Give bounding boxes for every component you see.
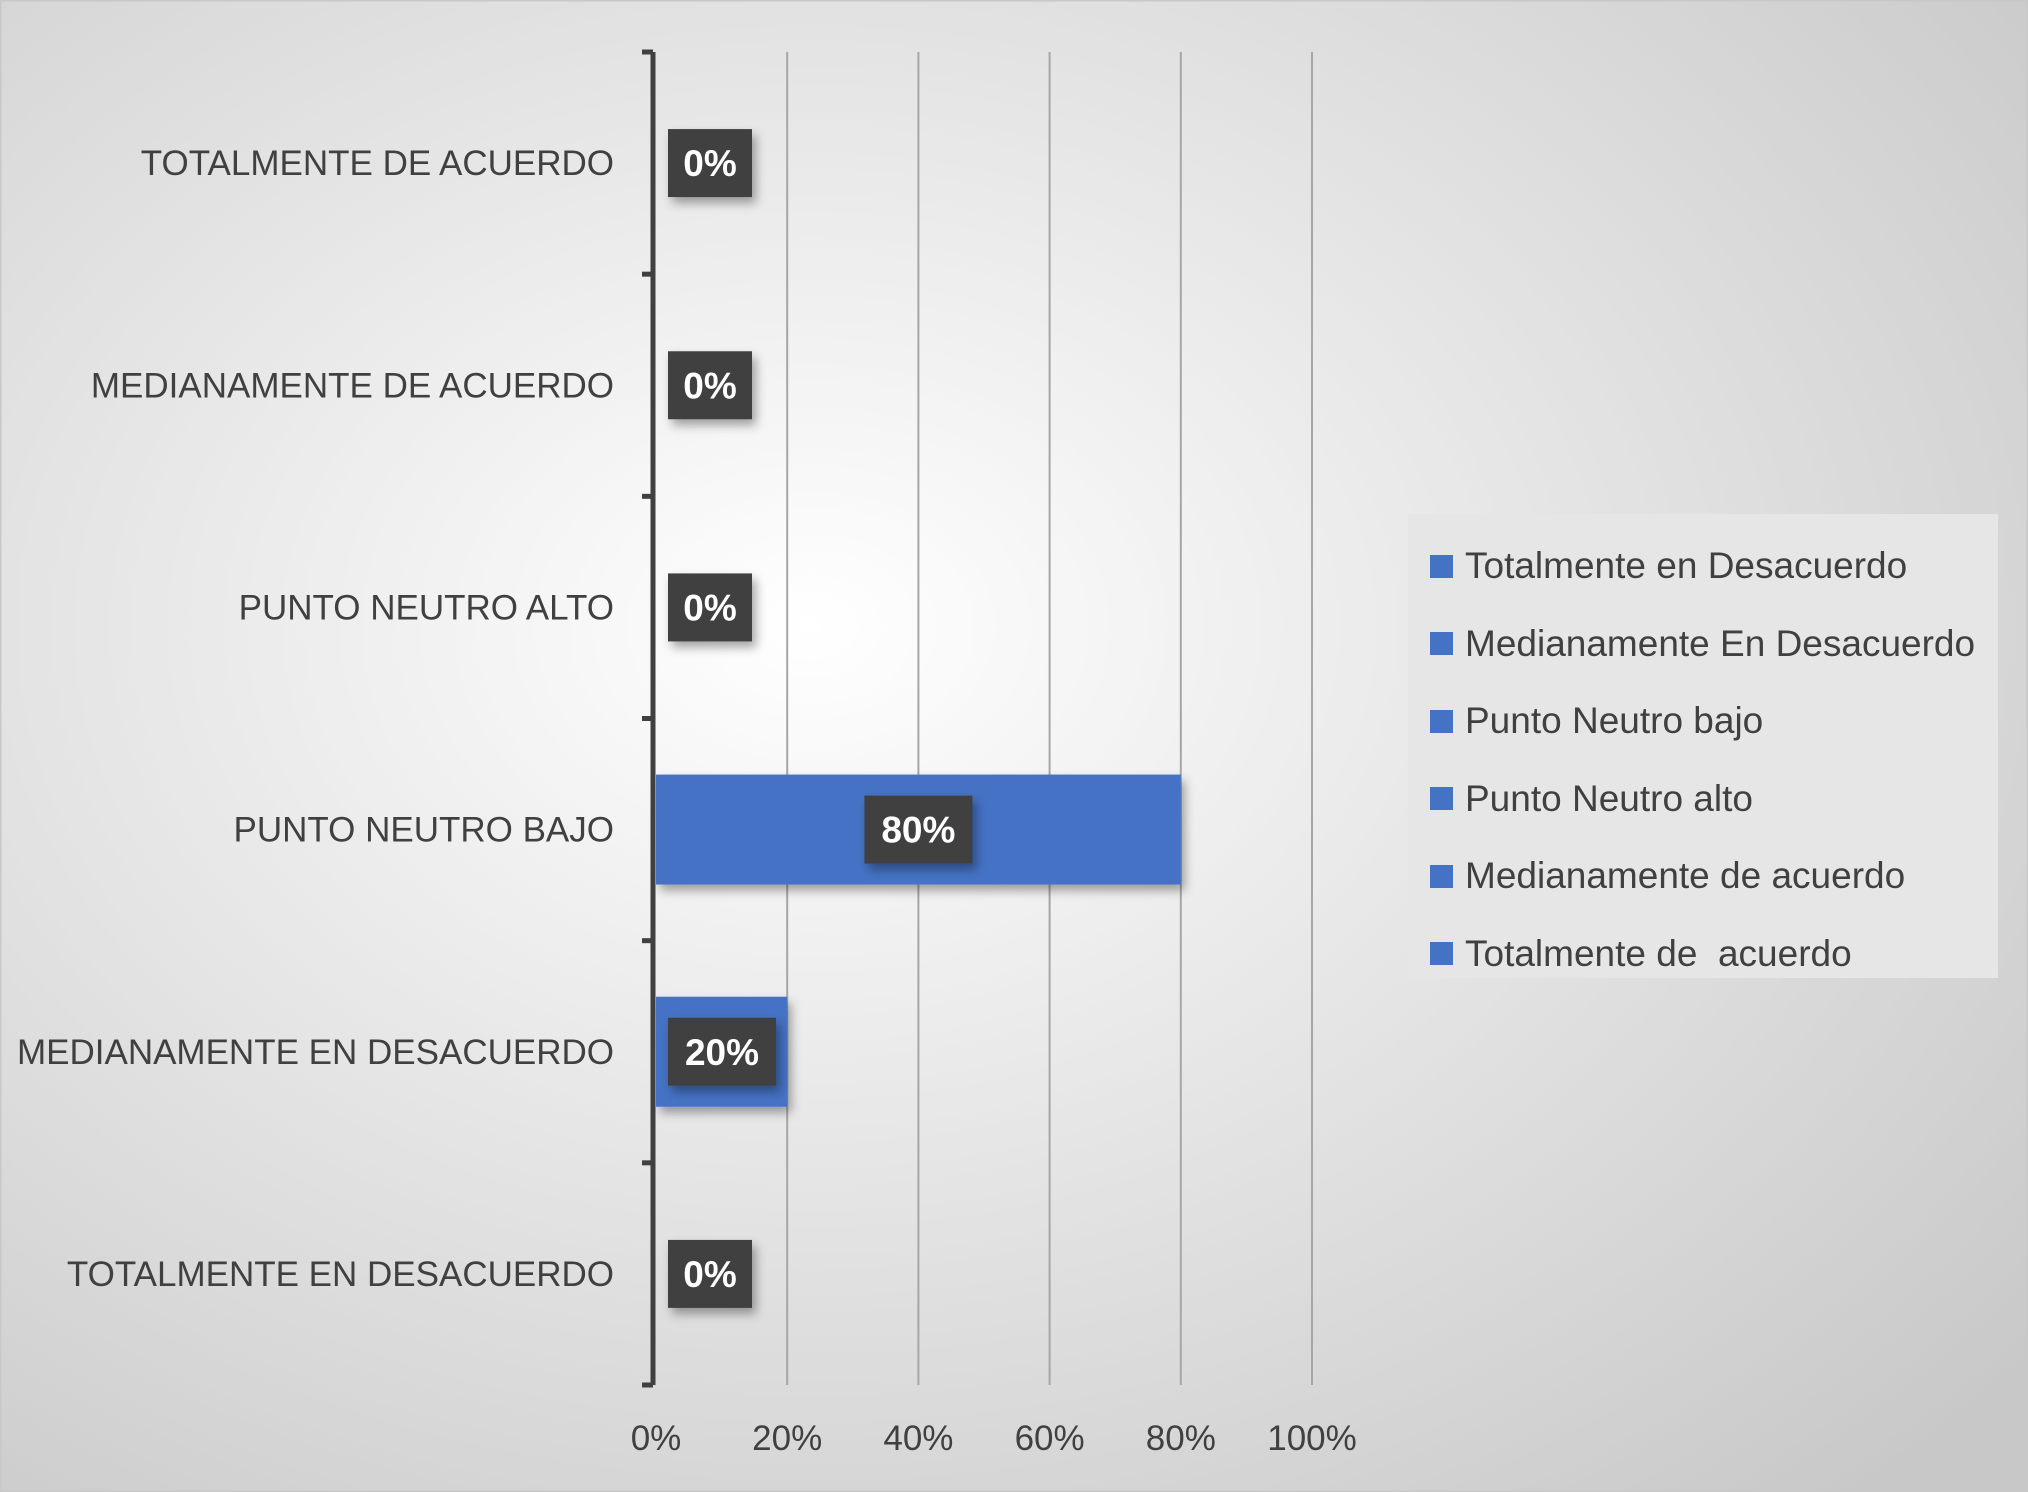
legend-label: Punto Neutro alto [1465,777,1753,819]
legend-label: Medianamente En Desacuerdo [1465,622,1976,664]
label-layer: 0% 20% 40% 60% 80% 100% TOTALMENTE EN DESACUER… [17,129,1357,1458]
data-label-box [668,1017,776,1086]
x-tick-label: 100% [1267,1419,1357,1458]
category-label: PUNTO NEUTRO BAJO [233,811,614,850]
legend-item: Totalmente en Desacuerdo [1430,545,1908,586]
x-tick-label: 60% [1015,1419,1085,1458]
data-label-text: 0% [683,143,736,184]
data-label-text: 0% [683,1254,736,1295]
data-label-text: 80% [881,810,955,851]
data-label: 80% [864,795,973,864]
grid-layer [786,52,1313,1385]
data-label-box [668,129,752,198]
data-label: 0% [668,573,752,642]
category-label: MEDIANAMENTE DE ACUERDO [91,366,614,405]
data-label-box [668,1239,752,1308]
legend-item: Punto Neutro alto [1430,777,1753,819]
data-label: 20% [668,1017,776,1086]
legend-swatch [1430,632,1453,655]
legend-swatch [1430,942,1453,965]
data-label: 0% [668,1239,752,1308]
legend-swatch [1430,864,1453,888]
data-label-text: 0% [683,587,736,628]
chart-legend: Totalmente en Desacuerdo Medianamente En … [1408,514,1998,978]
category-label: TOTALMENTE EN DESACUERDO [67,1255,614,1294]
x-tick-label: 80% [1146,1419,1216,1458]
data-label: 0% [668,351,752,420]
legend-swatch [1430,709,1453,733]
legend-item: Punto Neutro bajo [1430,700,1764,741]
legend-label: Totalmente en Desacuerdo [1465,545,1908,586]
legend-item: Medianamente En Desacuerdo [1430,622,1976,664]
data-label-text: 0% [683,365,736,406]
category-label: MEDIANAMENTE EN DESACUERDO [17,1033,614,1072]
x-tick-label: 20% [752,1419,822,1458]
legend-item: Medianamente de acuerdo [1430,855,1906,896]
category-label: PUNTO NEUTRO ALTO [239,588,614,627]
data-label-box [668,351,752,420]
data-label-text: 20% [685,1032,759,1073]
legend-swatch [1430,554,1453,578]
x-tick-label: 0% [631,1419,682,1458]
x-tick-label: 40% [883,1419,953,1458]
legend-item: Totalmente de acuerdo [1430,932,1852,974]
legend-label: Punto Neutro bajo [1465,700,1764,741]
legend-label: Medianamente de acuerdo [1465,855,1906,896]
data-label-box [668,573,752,642]
legend-label: Totalmente de acuerdo [1465,932,1852,974]
data-label-box [864,795,973,864]
data-label: 0% [668,129,752,198]
axis-layer [642,49,656,1388]
category-label: TOTALMENTE DE ACUERDO [141,144,614,183]
legend-swatch [1430,787,1453,810]
